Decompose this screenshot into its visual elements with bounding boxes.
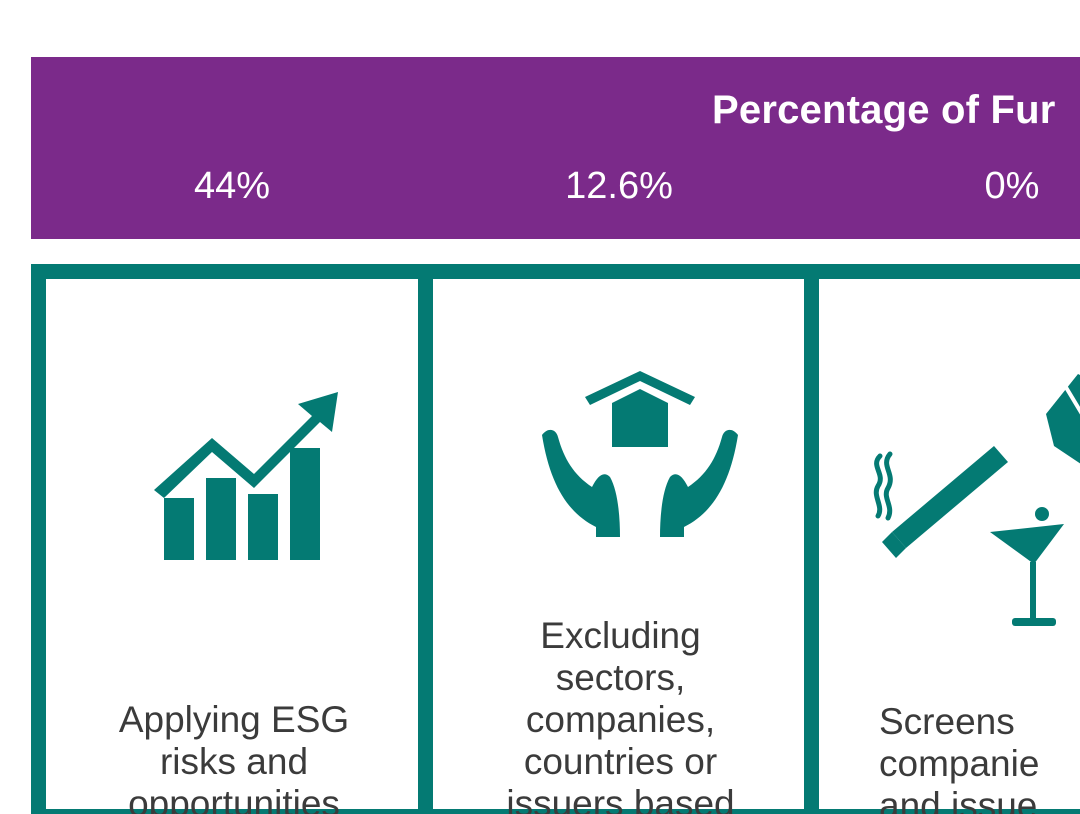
- panel-3-line: Screens: [879, 701, 1015, 742]
- banner-title: Percentage of Fur: [712, 88, 1056, 132]
- growth-chart-icon: [154, 386, 344, 571]
- header-banner: Percentage of Fur 44% 12.6% 0%: [31, 57, 1080, 239]
- strategy-panels: Applying ESG risks and opportunities Exc: [31, 264, 1080, 814]
- vice-products-icon: [868, 374, 1080, 639]
- panel-1-line: opportunities: [128, 783, 340, 814]
- panel-3-line: and issue: [879, 785, 1038, 814]
- percentage-value-3: 0%: [984, 165, 1040, 207]
- panel-2-line: Excluding: [540, 615, 701, 656]
- panel-1-line: Applying ESG: [118, 699, 350, 740]
- panel-2-label: Excluding sectors, companies, countries …: [433, 615, 808, 814]
- panel-exclusions: Excluding sectors, companies, countries …: [418, 264, 823, 814]
- hands-protecting-house-icon: [540, 367, 740, 552]
- panel-2-line: companies,: [525, 699, 716, 740]
- panel-1-label: Applying ESG risks and opportunities: [46, 699, 422, 814]
- panel-2-line: countries or: [523, 741, 718, 782]
- panel-2-line: issuers based: [506, 783, 735, 814]
- panel-3-label: Screens companie and issue: [879, 701, 1080, 814]
- panel-screens: Screens companie and issue: [804, 264, 1080, 814]
- percentage-value-2: 12.6%: [565, 165, 673, 207]
- panel-1-line: risks and: [159, 741, 309, 782]
- panel-esg-risks: Applying ESG risks and opportunities: [31, 264, 437, 814]
- panel-3-line: companie: [879, 743, 1040, 784]
- percentage-value-1: 44%: [193, 165, 271, 207]
- panel-2-line: sectors,: [555, 657, 686, 698]
